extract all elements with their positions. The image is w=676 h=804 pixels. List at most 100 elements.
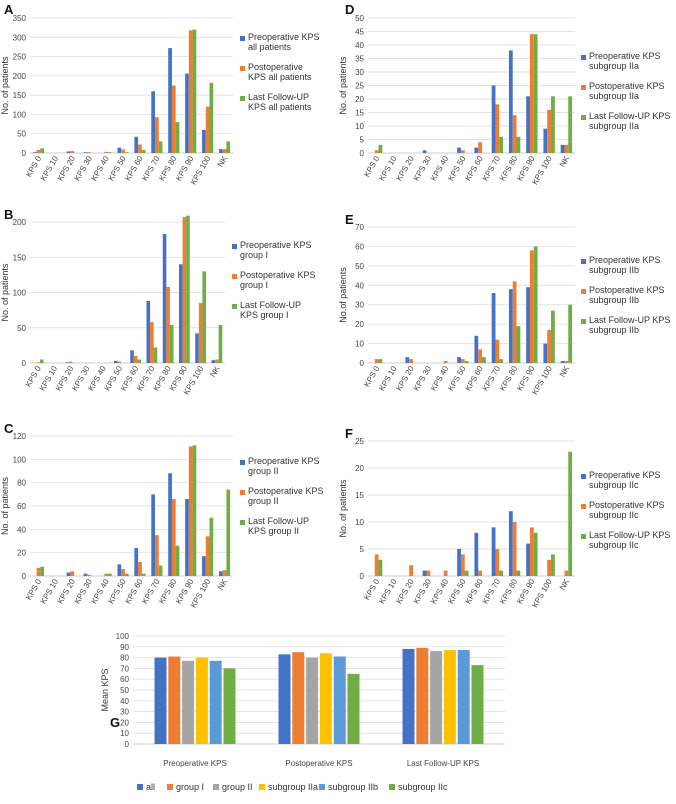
chart-g-y-tick-label: 60: [120, 675, 129, 684]
chart-a-bar-pre: [168, 48, 172, 154]
chart-g-bar-g_group1: [292, 652, 305, 744]
chart-c-bar-post: [87, 574, 92, 576]
chart-a-y-tick-label: 300: [13, 33, 27, 42]
chart-d-y-tick-label: 25: [355, 82, 364, 91]
chart-e-legend-text: subgroup IIb: [589, 325, 639, 335]
chart-b-legend-text: Preoperative KPS: [240, 240, 312, 250]
chart-a-bar-post: [222, 149, 227, 153]
chart-d-legend-text: Postoperative KPS: [589, 81, 665, 91]
chart-d-y-tick-label: 50: [355, 14, 364, 23]
chart-g-panel-label: G: [110, 715, 120, 730]
chart-b-bar-pre: [114, 360, 118, 363]
chart-d-bar-pre: [560, 144, 565, 153]
chart-f-bar-post: [374, 554, 379, 576]
chart-d-panel-label: D: [345, 2, 354, 17]
chart-d-bar-post: [495, 104, 500, 153]
chart-d-bar-post: [512, 115, 517, 153]
chart-g-y-tick-label: 80: [120, 654, 129, 663]
chart-d-bar-pre: [457, 147, 461, 153]
chart-c-bar-last: [107, 573, 112, 576]
chart-e-bar-last: [499, 359, 504, 363]
chart-d-bar-last: [378, 144, 383, 153]
chart-a-legend-text: KPS all patients: [248, 102, 312, 112]
chart-c-bar-post: [36, 567, 41, 576]
chart-g-y-tick-label: 100: [116, 632, 130, 641]
chart-g-bar-g_group2: [306, 657, 319, 744]
chart-g-legend-swatch: [259, 784, 265, 790]
chart-e-bar-last: [464, 361, 469, 363]
chart-e-legend-text: Postoperative KPS: [589, 285, 665, 295]
chart-a-legend-swatch: [240, 96, 245, 101]
chart-e-bar-pre: [405, 357, 410, 363]
chart-e-legend-text: subgroup IIb: [589, 265, 639, 275]
chart-g-x-tick-label: Postoperative KPS: [285, 759, 352, 768]
chart-f-legend-swatch: [581, 474, 586, 479]
chart-d-bar-last: [499, 136, 504, 153]
chart-b-y-tick-label: 50: [17, 324, 26, 333]
chart-f-bar-post: [495, 549, 500, 576]
chart-g-y-axis-title: Mean KPS: [100, 668, 110, 711]
chart-d-bar-post: [547, 109, 552, 153]
chart-a: A 0 50 100 150 200 250 300 350 No. of patients KPS…: [0, 2, 320, 186]
chart-g-legend-swatch: [137, 784, 143, 790]
chart-g-bar-g_group1: [416, 647, 429, 744]
chart-f-bar-pre: [491, 527, 496, 576]
chart-c-legend-swatch: [240, 460, 245, 465]
chart-g-bar-g_IIa: [195, 657, 208, 744]
chart-f-y-axis-title: No. of patients: [338, 479, 348, 538]
chart-b-y-tick-label: 100: [13, 289, 27, 298]
chart-b-bar-last: [202, 271, 206, 363]
chart-d-y-tick-label: 40: [355, 41, 364, 50]
chart-c-legend-swatch: [240, 520, 245, 525]
chart-c-bar-post: [138, 562, 142, 576]
chart-b-legend-swatch: [232, 304, 237, 309]
chart-c-bar-pre: [218, 571, 223, 576]
chart-b-bar-pre: [65, 362, 69, 363]
chart-b-legend-text: KPS group I: [240, 310, 289, 320]
chart-g-bar-g_IIc: [347, 673, 360, 744]
chart-c-bar-last: [226, 489, 231, 576]
chart-e-legend-swatch: [581, 259, 586, 264]
chart-e-legend-text: Preoperative KPS: [589, 255, 661, 265]
chart-c-bar-post: [70, 571, 75, 576]
chart-c-y-tick-label: 120: [13, 432, 27, 441]
chart-d-bar-pre: [491, 85, 496, 153]
chart-a-y-tick-label: 350: [13, 14, 27, 23]
chart-c-bar-pre: [134, 548, 139, 576]
chart-e-bar-pre: [491, 293, 496, 363]
chart-a-bar-pre: [218, 149, 223, 153]
chart-a-y-tick-label: 0: [22, 149, 27, 158]
chart-d-bar-last: [568, 96, 573, 153]
chart-b-legend-text: Postoperative KPS: [240, 270, 316, 280]
chart-g-legend-text: all: [146, 782, 155, 792]
chart-e-y-tick-label: 20: [355, 320, 364, 329]
chart-c-bar-last: [175, 545, 180, 576]
chart-a-y-tick-label: 150: [13, 91, 27, 100]
chart-e-bar-post: [547, 329, 552, 363]
chart-b-bar-pre: [195, 333, 199, 363]
chart-f-bar-post: [409, 565, 414, 576]
chart-c-legend-text: Preoperative KPS: [248, 456, 320, 466]
chart-d-bar-post: [374, 150, 379, 153]
chart-a-bar-pre: [32, 152, 37, 153]
chart-g-bar-g_IIc: [471, 665, 484, 744]
chart-b-bar-post: [133, 355, 138, 363]
chart-c-legend-text: group II: [248, 496, 279, 506]
chart-d-legend-text: subgroup IIa: [589, 91, 639, 101]
chart-e-y-tick-label: 30: [355, 301, 364, 310]
chart-b-bar-pre: [211, 360, 216, 363]
chart-g-y-tick-label: 0: [125, 740, 130, 749]
chart-f-bar-post: [443, 570, 448, 576]
chart-a-bar-pre: [83, 152, 88, 153]
chart-c-legend-text: group II: [248, 466, 279, 476]
chart-b-bar-last: [137, 359, 141, 363]
chart-d-x-tick-label: NK: [558, 154, 572, 169]
chart-c-bar-last: [209, 517, 214, 576]
chart-c-y-tick-label: 60: [17, 502, 26, 511]
chart-f-bar-post: [564, 570, 569, 576]
chart-a-bar-pre: [151, 91, 156, 153]
chart-g-y-tick-label: 70: [120, 664, 129, 673]
chart-a-bar-last: [124, 152, 129, 153]
